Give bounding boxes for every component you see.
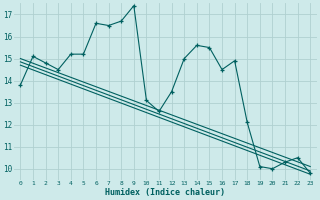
X-axis label: Humidex (Indice chaleur): Humidex (Indice chaleur) xyxy=(105,188,225,197)
